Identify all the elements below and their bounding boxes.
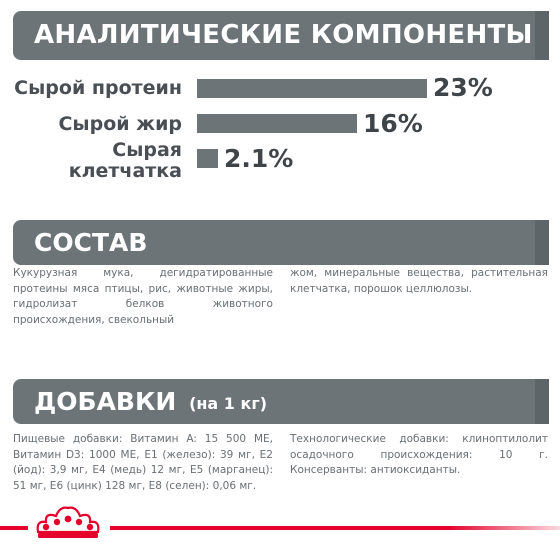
fiber-label: Сырая клетчатка bbox=[68, 139, 182, 182]
analytics-header: АНАЛИТИЧЕСКИЕ КОМПОНЕНТЫ bbox=[13, 11, 549, 60]
composition-text-right: жом, минеральные вещества, растительная … bbox=[290, 267, 548, 295]
fiber-value: 2.1% bbox=[224, 144, 294, 173]
additives-text-left: Пищевые добавки: Витамин A: 15 500 МЕ, В… bbox=[13, 433, 273, 492]
royal-canin-crown-icon bbox=[28, 500, 108, 546]
composition-title: СОСТАВ bbox=[34, 228, 148, 257]
protein-bar bbox=[197, 79, 427, 98]
fat-value: 16% bbox=[363, 109, 423, 138]
protein-label: Сырой протеин bbox=[14, 77, 182, 99]
fat-label: Сырой жир bbox=[58, 113, 182, 135]
composition-text-left: Кукурузная мука, дегидратированные проте… bbox=[13, 267, 273, 326]
additives-subtitle: (на 1 кг) bbox=[189, 393, 268, 413]
fiber-bar bbox=[197, 149, 218, 168]
additives-text-right: Технологические добавки: клиноптилолит о… bbox=[290, 433, 548, 476]
additives-header: ДОБАВКИ (на 1 кг) bbox=[13, 379, 549, 424]
composition-header: СОСТАВ bbox=[13, 220, 549, 265]
footer-line bbox=[110, 526, 560, 530]
analytics-title: АНАЛИТИЧЕСКИЕ КОМПОНЕНТЫ bbox=[34, 20, 533, 50]
additives-title: ДОБАВКИ bbox=[34, 387, 177, 416]
footer-line-left bbox=[0, 526, 30, 530]
protein-value: 23% bbox=[433, 73, 493, 102]
fat-bar bbox=[197, 114, 357, 133]
